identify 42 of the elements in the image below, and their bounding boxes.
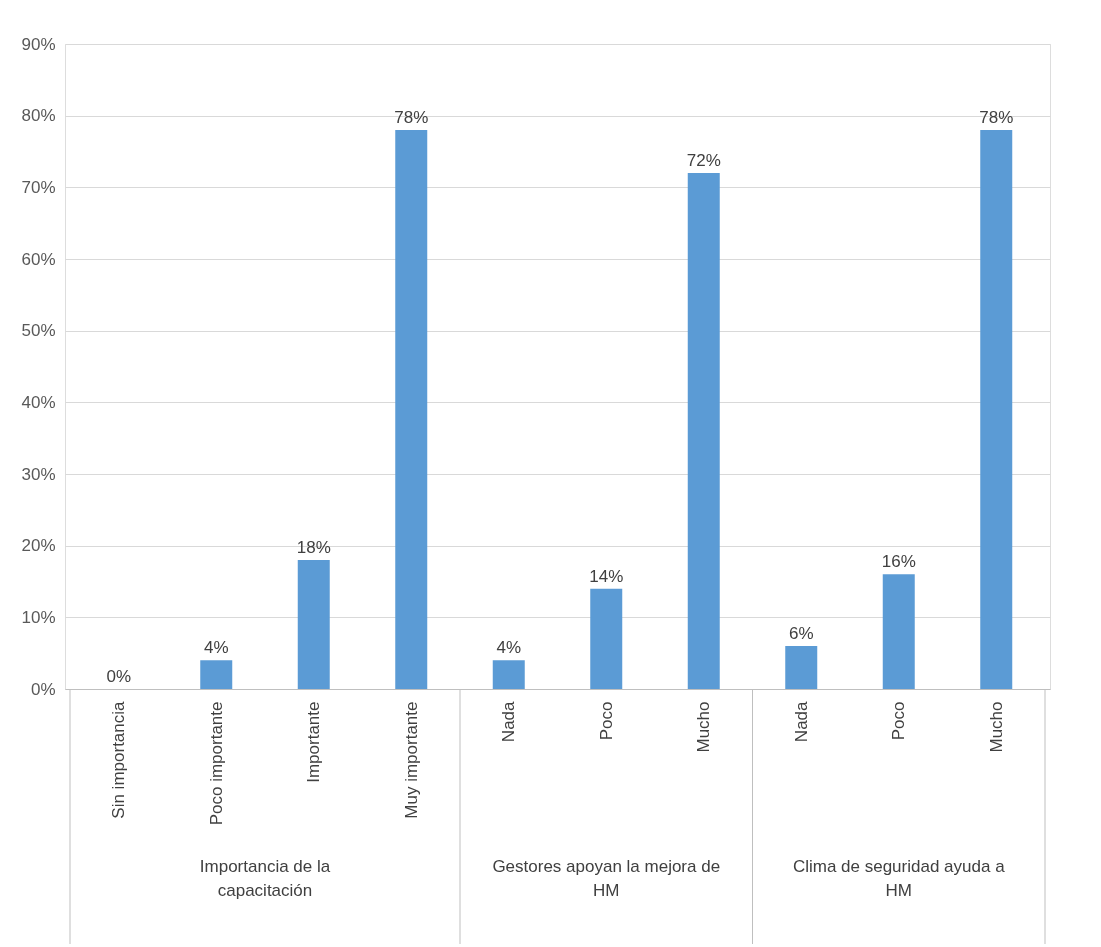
bar <box>200 660 233 689</box>
bar <box>395 130 428 689</box>
text: Gestores apoyan la mejora de HM <box>492 857 721 900</box>
y-tick-label: 70% <box>21 177 56 197</box>
text: Importancia de la capacitación <box>199 857 331 900</box>
data-label: 6% <box>788 624 814 643</box>
y-tick-label: 30% <box>21 464 56 484</box>
y-tick-label: 80% <box>21 106 56 126</box>
bar <box>492 660 525 689</box>
y-tick-label: 50% <box>21 321 56 341</box>
bar <box>980 130 1013 689</box>
bar <box>297 560 330 689</box>
data-label: 72% <box>686 151 721 170</box>
x-tick-label: Importante <box>304 701 324 783</box>
x-tick-label: Sin importancia <box>109 700 129 819</box>
data-label: 78% <box>979 108 1014 127</box>
data-label: 0% <box>106 667 132 686</box>
bar <box>882 574 915 689</box>
x-tick-label: Nada <box>499 700 519 743</box>
x-tick-label: Poco <box>596 701 616 741</box>
data-label: 16% <box>881 552 916 572</box>
x-tick-label: Mucho <box>694 701 714 753</box>
x-tick-label: Mucho <box>986 701 1006 753</box>
data-label: 4% <box>203 638 229 658</box>
y-tick-label: 0% <box>30 679 56 699</box>
bar <box>590 588 623 689</box>
x-tick-label: Nada <box>791 700 811 743</box>
text: Clima de seguridad ayuda a HM <box>792 857 1006 900</box>
data-label: 78% <box>394 108 429 127</box>
data-label: 4% <box>496 638 522 658</box>
data-label: 18% <box>296 538 331 557</box>
data-label: 14% <box>589 566 624 586</box>
y-tick-label: 90% <box>21 34 56 54</box>
x-tick-label: Poco <box>889 701 909 741</box>
bar <box>785 646 818 689</box>
y-tick-label: 40% <box>21 392 56 412</box>
y-tick-label: 20% <box>21 536 56 556</box>
y-tick-label: 60% <box>21 249 56 269</box>
y-tick-label: 10% <box>21 607 56 627</box>
x-tick-label: Poco importante <box>206 701 226 826</box>
x-tick-label: Muy importante <box>401 701 421 819</box>
bar <box>687 173 720 689</box>
